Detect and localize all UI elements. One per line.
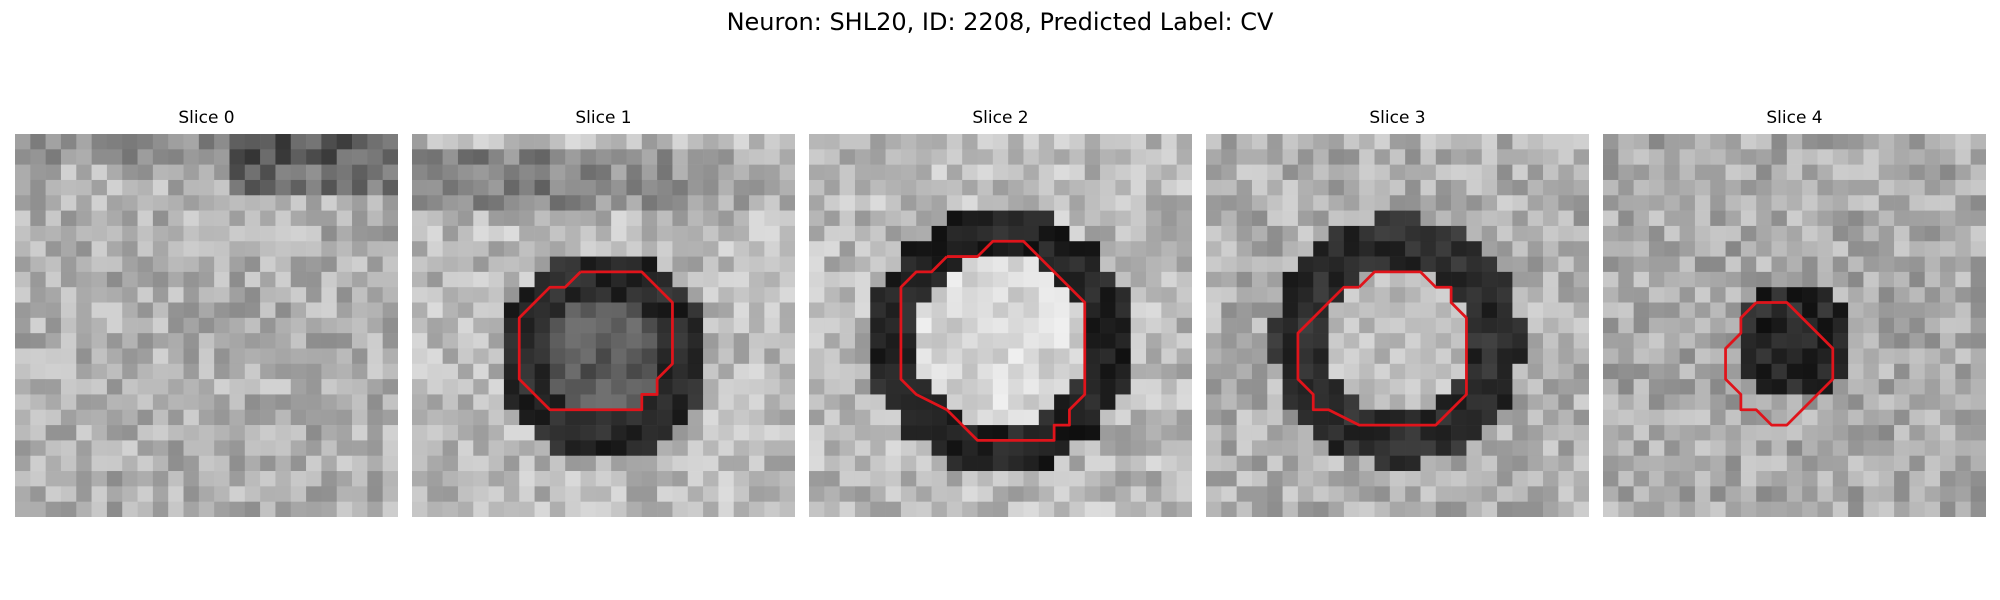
slice-2-image xyxy=(809,134,1192,517)
slice-1-contour xyxy=(517,270,674,412)
slice-1-image xyxy=(412,134,795,517)
slice-3-contour xyxy=(1296,270,1468,427)
slice-4-contour xyxy=(1724,301,1835,427)
slice-3-title: Slice 3 xyxy=(1369,108,1426,128)
slice-2-title: Slice 2 xyxy=(972,108,1029,128)
slice-3-image xyxy=(1206,134,1589,517)
slice-0-title: Slice 0 xyxy=(178,108,235,128)
slice-2-contour xyxy=(899,239,1087,442)
slice-4-image xyxy=(1603,134,1986,517)
slice-4-title: Slice 4 xyxy=(1766,108,1823,128)
slice-1-title: Slice 1 xyxy=(575,108,632,128)
slice-0-image xyxy=(15,134,398,517)
figure-title: Neuron: SHL20, ID: 2208, Predicted Label… xyxy=(726,8,1274,36)
